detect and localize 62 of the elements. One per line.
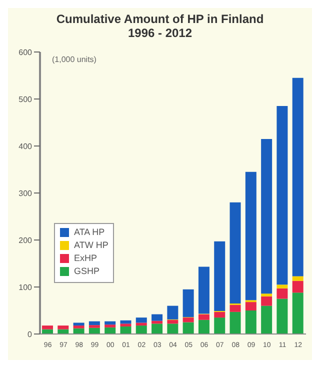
bar	[73, 322, 84, 326]
bar	[276, 298, 288, 334]
bar	[245, 302, 256, 310]
bar	[152, 324, 163, 334]
bar	[167, 320, 178, 324]
y-tick-label: 300	[18, 188, 33, 198]
bar	[120, 324, 132, 326]
bar	[136, 322, 147, 326]
bar	[104, 327, 116, 334]
bar	[292, 280, 304, 293]
bar	[88, 325, 100, 328]
y-axis-title: (1,000 units)	[52, 55, 96, 64]
bar	[245, 172, 256, 300]
bar	[198, 314, 210, 320]
y-tick-label: 500	[18, 94, 33, 104]
bar	[230, 202, 241, 304]
bar	[261, 294, 272, 296]
bar	[276, 106, 288, 285]
bar	[214, 312, 226, 318]
bar	[214, 241, 226, 311]
bar	[230, 304, 241, 312]
legend-label: GSHP	[73, 266, 101, 276]
bar	[245, 310, 256, 334]
y-tick-label: 400	[18, 142, 33, 151]
bar	[198, 266, 210, 314]
bar	[58, 326, 69, 330]
bar	[104, 324, 116, 328]
bar	[214, 318, 226, 334]
bar	[292, 292, 304, 334]
chart-title: Cumulative Amount of HP in Finland	[55, 12, 265, 26]
bar	[152, 314, 163, 321]
bar	[167, 324, 178, 334]
bar	[136, 318, 147, 323]
bar	[261, 138, 272, 294]
legend-label: ATA HP	[73, 227, 106, 237]
bar	[167, 306, 178, 320]
bar	[182, 322, 194, 334]
bar	[104, 321, 116, 325]
bar	[88, 328, 100, 334]
bar	[120, 326, 132, 334]
legend-label: ATW HP	[73, 240, 108, 250]
bar	[261, 296, 272, 306]
chart-subtitle: 1996 - 2012	[126, 26, 194, 40]
legend-label: ExHP	[73, 253, 98, 263]
bar	[182, 318, 194, 322]
bar	[230, 312, 241, 334]
bar	[120, 320, 132, 324]
y-tick-label: 200	[18, 236, 33, 245]
bar	[198, 320, 210, 334]
bar	[276, 288, 288, 299]
bar	[292, 78, 304, 276]
bar	[292, 276, 304, 281]
bar	[182, 289, 194, 318]
bar	[73, 326, 84, 328]
y-tick-label: 600	[18, 48, 33, 57]
bar	[136, 326, 147, 334]
bar	[42, 326, 53, 330]
bar	[276, 284, 288, 288]
y-tick-label: 100	[18, 282, 33, 292]
bar	[88, 321, 100, 326]
y-tick-label: 0	[28, 330, 33, 339]
bar	[261, 306, 272, 334]
